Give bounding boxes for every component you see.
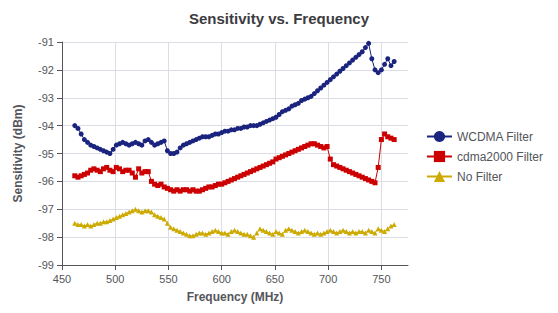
svg-text:-97: -97 <box>38 203 54 215</box>
svg-text:600: 600 <box>213 273 231 285</box>
svg-text:-94: -94 <box>38 120 54 132</box>
svg-text:-98: -98 <box>38 231 54 243</box>
svg-text:500: 500 <box>106 273 124 285</box>
svg-text:750: 750 <box>372 273 390 285</box>
svg-text:-96: -96 <box>38 175 54 187</box>
svg-text:450: 450 <box>53 273 71 285</box>
svg-text:Frequency (MHz): Frequency (MHz) <box>187 290 284 304</box>
svg-text:650: 650 <box>266 273 284 285</box>
svg-text:No Filter: No Filter <box>457 170 502 184</box>
svg-text:-91: -91 <box>38 36 54 48</box>
svg-text:WCDMA Filter: WCDMA Filter <box>457 130 533 144</box>
svg-text:-95: -95 <box>38 148 54 160</box>
svg-text:Sensitivity vs. Frequency: Sensitivity vs. Frequency <box>189 10 370 27</box>
svg-text:700: 700 <box>319 273 337 285</box>
svg-text:-93: -93 <box>38 92 54 104</box>
svg-text:550: 550 <box>159 273 177 285</box>
svg-text:-92: -92 <box>38 64 54 76</box>
svg-text:cdma2000 Filter: cdma2000 Filter <box>457 150 543 164</box>
svg-text:-99: -99 <box>38 259 54 271</box>
svg-text:Sensitivity (dBm): Sensitivity (dBm) <box>11 104 25 202</box>
